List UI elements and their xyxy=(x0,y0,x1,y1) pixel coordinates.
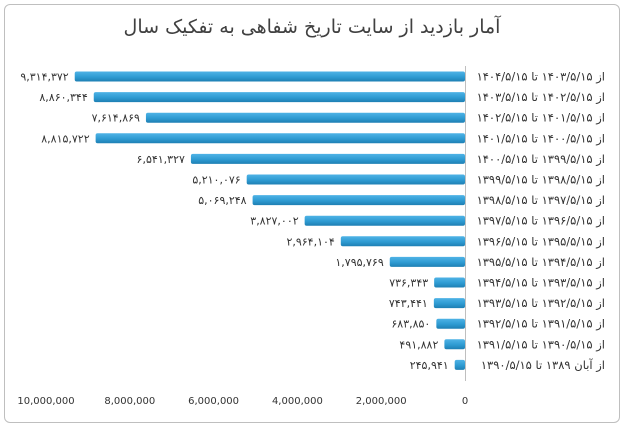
x-tick-label: 6,000,000 xyxy=(188,396,239,407)
data-label: ۵,۲۱۰,۰۷۶ xyxy=(192,174,240,187)
category-label: از ۱۴۰۳/۵/۱۵ تا ۱۴۰۴/۵/۱۵ xyxy=(477,70,605,85)
bar xyxy=(433,298,465,309)
category-label: از ۱۴۰۰/۵/۱۵ تا ۱۴۰۱/۵/۱۵ xyxy=(477,131,605,146)
data-label: ۲,۹۶۴,۱۰۴ xyxy=(286,235,334,248)
category-label: از ۱۳۹۸/۵/۱۵ تا ۱۳۹۹/۵/۱۵ xyxy=(477,173,605,188)
data-label: ۵,۰۶۹,۲۴۸ xyxy=(198,194,246,207)
bar xyxy=(93,92,465,103)
data-label: ۶۸۳,۸۵۰ xyxy=(391,318,430,331)
x-tick-label: 10,000,000 xyxy=(17,396,74,407)
bar xyxy=(95,133,465,144)
category-label: از ۱۳۹۶/۵/۱۵ تا ۱۳۹۷/۵/۱۵ xyxy=(477,214,605,229)
bar xyxy=(436,318,465,329)
data-label: ۸,۸۶۰,۳۴۴ xyxy=(39,91,87,104)
category-label: از آبان ۱۳۸۹ تا ۱۳۹۰/۵/۱۵ xyxy=(481,358,605,373)
data-label: ۶,۵۴۱,۳۲۷ xyxy=(137,153,185,166)
data-label: ۳,۸۲۷,۰۰۲ xyxy=(250,215,298,228)
category-label: از ۱۳۹۰/۵/۱۵ تا ۱۳۹۱/۵/۱۵ xyxy=(477,337,605,352)
chart-title: آمار بازدید از سایت تاریخ شفاهی به تفکیک… xyxy=(123,16,501,38)
x-tick-label: 0 xyxy=(462,396,468,407)
bar xyxy=(340,236,465,247)
bar xyxy=(74,71,465,82)
bar xyxy=(145,112,465,123)
category-label: از ۱۳۹۹/۵/۱۵ تا ۱۴۰۰/۵/۱۵ xyxy=(477,152,605,167)
bar xyxy=(246,174,465,185)
bar xyxy=(389,256,465,267)
data-label: ۷,۶۱۴,۸۶۹ xyxy=(92,112,140,125)
category-label: از ۱۳۹۱/۵/۱۵ تا ۱۳۹۲/۵/۱۵ xyxy=(477,317,605,332)
category-label: از ۱۳۹۴/۵/۱۵ تا ۱۳۹۵/۵/۱۵ xyxy=(477,255,605,270)
category-label: از ۱۳۹۳/۵/۱۵ تا ۱۳۹۴/۵/۱۵ xyxy=(477,276,605,291)
x-tick-label: 4,000,000 xyxy=(272,396,323,407)
data-label: ۴۹۱,۸۸۲ xyxy=(399,338,438,351)
bar xyxy=(190,153,465,164)
data-label: ۱,۷۹۵,۷۶۹ xyxy=(335,256,383,269)
bar xyxy=(454,359,465,370)
data-label: ۷۳۶,۳۴۳ xyxy=(389,277,428,290)
x-tick-label: 2,000,000 xyxy=(356,396,407,407)
bar xyxy=(434,277,465,288)
data-label: ۷۴۳,۴۴۱ xyxy=(389,297,428,310)
data-label: ۸,۸۱۵,۷۲۲ xyxy=(41,132,89,145)
x-tick-label: 8,000,000 xyxy=(104,396,155,407)
category-label: از ۱۳۹۵/۵/۱۵ تا ۱۳۹۶/۵/۱۵ xyxy=(477,234,605,249)
category-label: از ۱۳۹۲/۵/۱۵ تا ۱۳۹۳/۵/۱۵ xyxy=(477,296,605,311)
category-label: از ۱۴۰۱/۵/۱۵ تا ۱۴۰۲/۵/۱۵ xyxy=(477,111,605,126)
category-label: از ۱۴۰۲/۵/۱۵ تا ۱۴۰۳/۵/۱۵ xyxy=(477,90,605,105)
data-label: ۹,۳۱۴,۳۷۲ xyxy=(20,71,68,84)
category-label: از ۱۳۹۷/۵/۱۵ تا ۱۳۹۸/۵/۱۵ xyxy=(477,193,605,208)
bar xyxy=(252,195,465,206)
data-label: ۲۴۵,۹۴۱ xyxy=(410,359,449,372)
bar xyxy=(304,215,465,226)
bar xyxy=(444,339,465,350)
